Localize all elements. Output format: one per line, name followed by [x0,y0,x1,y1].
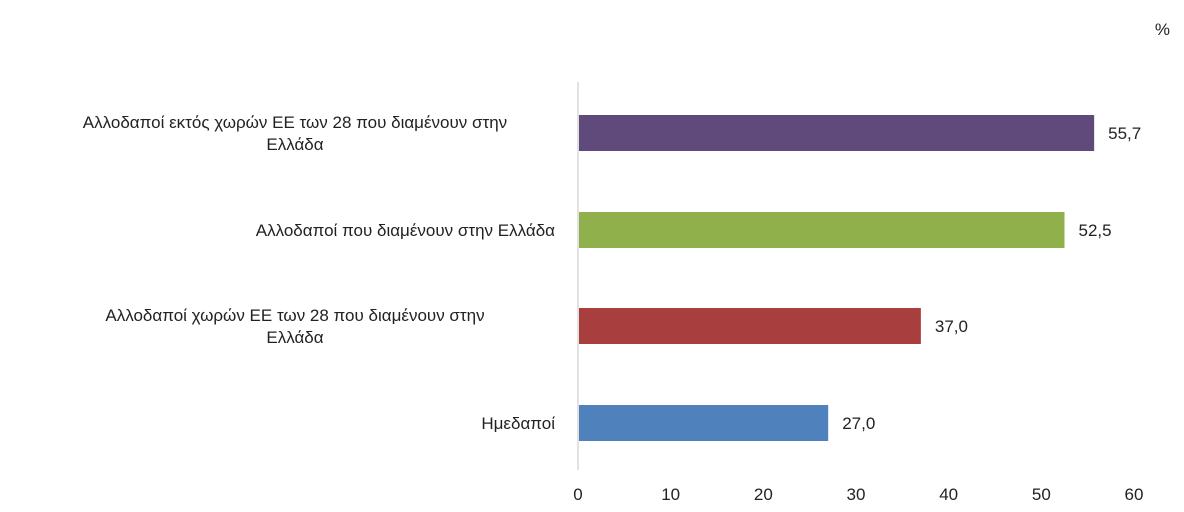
category-label: Αλλοδαποί που διαμένουν στην Ελλάδα [256,221,555,240]
x-tick-label: 50 [1032,485,1051,504]
value-label: 37,0 [935,317,968,336]
category-label: Ημεδαποί [481,414,555,433]
bar [579,212,1065,248]
x-tick-label: 30 [847,485,866,504]
value-label: 52,5 [1079,221,1112,240]
x-tick-label: 20 [754,485,773,504]
category-label: Αλλοδαποί εκτός χωρών ΕΕ των 28 που διαμ… [83,113,507,154]
x-tick-label: 40 [939,485,958,504]
bar [579,115,1095,151]
value-label: 27,0 [842,414,875,433]
category-label: Αλλοδαποί χωρών ΕΕ των 28 που διαμένουν … [105,306,484,347]
x-tick-label: 0 [573,485,582,504]
bar [579,405,829,441]
bar [579,308,921,344]
x-tick-label: 60 [1125,485,1144,504]
value-label: 55,7 [1108,124,1141,143]
unit-label: % [1154,20,1170,39]
x-tick-label: 10 [661,485,680,504]
